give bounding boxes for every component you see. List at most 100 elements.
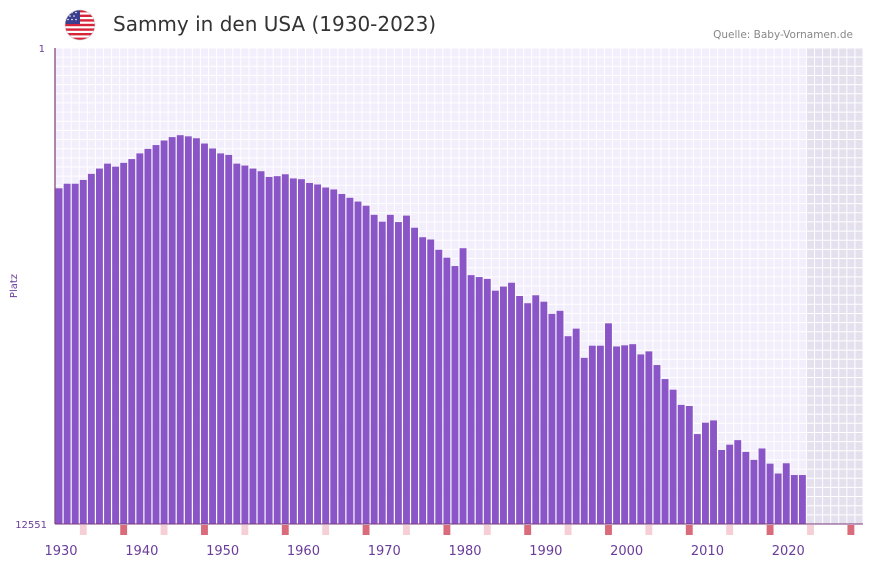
year-marker-1953 — [241, 525, 249, 535]
bar-1984 — [491, 290, 499, 524]
bar-1935 — [96, 168, 103, 524]
bar-2017 — [758, 448, 766, 524]
bar-1951 — [225, 154, 233, 524]
year-marker-2018 — [766, 525, 774, 535]
bar-1932 — [71, 183, 79, 524]
bar-1956 — [265, 176, 273, 524]
bar-1976 — [427, 239, 435, 524]
bar-2000 — [621, 345, 629, 524]
y-tick-label-top: 1 — [39, 44, 45, 55]
bar-2019 — [774, 473, 782, 524]
y-tick-label-bottom: 12551 — [15, 520, 47, 531]
bar-1987 — [516, 296, 524, 524]
year-marker-1968 — [362, 525, 370, 535]
bar-2022 — [798, 475, 806, 524]
year-marker-1963 — [322, 525, 330, 535]
bar-2021 — [790, 475, 798, 524]
source-credit: Quelle: Baby-Vornamen.de — [713, 29, 853, 41]
bar-1958 — [281, 174, 289, 525]
bar-1979 — [451, 266, 459, 524]
bar-1953 — [241, 165, 249, 524]
y-axis-label: Platz — [9, 274, 20, 298]
bar-2010 — [702, 422, 709, 524]
bar-2015 — [742, 451, 750, 524]
bar-1964 — [330, 189, 338, 525]
bar-1962 — [314, 184, 322, 524]
bar-1941 — [144, 148, 152, 524]
bar-1970 — [378, 221, 386, 524]
bar-1971 — [386, 214, 394, 524]
bar-1947 — [192, 138, 200, 525]
bar-1968 — [362, 205, 370, 524]
bar-1973 — [403, 215, 410, 524]
bar-1931 — [63, 183, 71, 524]
bar-1995 — [580, 357, 588, 524]
year-marker-1938 — [120, 525, 128, 535]
bar-1945 — [176, 135, 184, 524]
bar-2005 — [661, 379, 669, 524]
bar-1996 — [588, 345, 596, 524]
bar-1992 — [556, 310, 564, 524]
bar-2016 — [750, 459, 758, 524]
bar-1936 — [104, 163, 111, 524]
bar-1972 — [394, 222, 402, 524]
bar-2012 — [718, 450, 726, 524]
bar-1950 — [217, 153, 225, 524]
bar-2014 — [734, 440, 742, 524]
bar-2001 — [629, 344, 637, 524]
bar-1988 — [524, 303, 532, 524]
bar-1937 — [112, 166, 120, 524]
bar-1977 — [435, 249, 443, 525]
year-marker-2028 — [847, 525, 855, 535]
bar-1978 — [443, 257, 451, 524]
bar-1966 — [346, 197, 354, 524]
x-tick-label-1990: 1990 — [529, 544, 562, 559]
us-flag-icon — [64, 9, 96, 41]
year-marker-2013 — [726, 525, 734, 535]
bar-1944 — [168, 137, 176, 524]
bar-1982 — [475, 277, 483, 524]
bar-1933 — [79, 179, 87, 524]
x-tick-labels: 1930 1940 1950 1960 1970 1980 1990 2000 2010 2020 — [44, 544, 804, 559]
chart-title: Sammy in den USA (1930-2023) — [113, 12, 437, 36]
year-marker-1983 — [483, 525, 491, 535]
year-marker-1943 — [160, 525, 168, 535]
bar-1942 — [152, 145, 160, 525]
bar-1998 — [605, 323, 612, 524]
bar-1969 — [370, 214, 378, 524]
bar-2004 — [653, 365, 661, 524]
bar-1965 — [338, 193, 346, 525]
bar-2020 — [782, 463, 790, 524]
bar-1963 — [322, 187, 330, 525]
x-tick-label-2020: 2020 — [772, 544, 805, 559]
x-tick-label-1980: 1980 — [448, 544, 481, 559]
year-marker-1948 — [201, 525, 208, 535]
bar-1980 — [459, 248, 467, 524]
bar-1952 — [233, 163, 241, 524]
bar-2006 — [669, 389, 677, 524]
bar-2007 — [677, 404, 685, 524]
bar-1957 — [273, 176, 281, 525]
year-marker-1973 — [403, 525, 410, 535]
x-tick-label-1960: 1960 — [287, 544, 320, 559]
x-tick-label-2010: 2010 — [691, 544, 724, 559]
year-marker-1978 — [443, 525, 451, 535]
bar-1959 — [289, 178, 297, 525]
year-marker-1988 — [524, 525, 532, 535]
bar-2003 — [645, 351, 653, 524]
bar-1967 — [354, 201, 362, 524]
year-marker-1998 — [605, 525, 612, 535]
bar-1940 — [136, 153, 144, 524]
bar-1974 — [411, 227, 418, 524]
bar-1994 — [572, 328, 580, 524]
year-marker-2023 — [807, 525, 814, 535]
bar-1954 — [249, 168, 257, 524]
bars — [55, 135, 806, 525]
year-marker-1958 — [281, 525, 289, 535]
x-tick-label-1940: 1940 — [125, 544, 158, 559]
year-marker-1933 — [79, 525, 87, 535]
bar-1985 — [500, 286, 507, 524]
bar-1993 — [564, 336, 572, 524]
year-marker-1993 — [564, 525, 572, 535]
bar-1943 — [160, 140, 168, 525]
